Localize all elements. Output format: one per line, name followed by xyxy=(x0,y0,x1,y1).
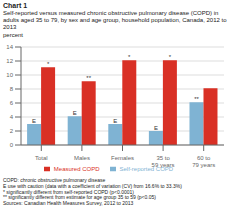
html-text:Chart 1: Chart 1 xyxy=(3,2,28,9)
svg-text:14: 14 xyxy=(8,44,14,50)
html-text:Self-reported versus measured: Self-reported versus measured chronic ob… xyxy=(3,10,227,30)
html-text:Sources: Canadian Health Measu: Sources: Canadian Health Measures Survey… xyxy=(3,200,134,207)
html-text:percent: percent xyxy=(3,32,23,38)
svg-text:*: * xyxy=(128,54,131,60)
svg-text:E: E xyxy=(73,110,77,116)
html-text:Self-reported COPD: Self-reported COPD xyxy=(119,166,174,172)
html-text:COPD: chronic obstructive pulm: COPD: chronic obstructive pulmonary dise… xyxy=(3,177,106,183)
svg-text:0: 0 xyxy=(10,142,14,148)
svg-text:Females: Females xyxy=(111,155,134,161)
svg-text:4: 4 xyxy=(10,114,14,120)
svg-text:E: E xyxy=(113,118,117,124)
svg-text:2: 2 xyxy=(10,128,14,134)
svg-text:**: ** xyxy=(194,96,199,102)
html-text:* significantly different from: * significantly different from self-repo… xyxy=(3,188,134,195)
svg-text:Total: Total xyxy=(35,155,48,161)
html-text:** significantly different fro: ** significantly different from estimate… xyxy=(3,194,156,201)
svg-text:8: 8 xyxy=(10,86,14,92)
svg-text:35 to59 years: 35 to59 years xyxy=(152,155,175,168)
html-text:Measured COPD: Measured COPD xyxy=(53,166,100,172)
svg-text:60 to79 years: 60 to79 years xyxy=(192,155,215,168)
svg-text:12: 12 xyxy=(8,58,14,64)
svg-text:**: ** xyxy=(86,75,91,81)
svg-text:6: 6 xyxy=(10,100,14,106)
svg-text:E: E xyxy=(154,125,158,131)
html-text:E use with caution (data with: E use with caution (data with a coeffici… xyxy=(3,182,182,189)
svg-text:10: 10 xyxy=(8,72,14,78)
svg-text:*: * xyxy=(169,54,172,60)
svg-text:*: * xyxy=(47,61,50,67)
svg-text:E: E xyxy=(32,118,36,124)
svg-text:Males: Males xyxy=(74,155,90,161)
